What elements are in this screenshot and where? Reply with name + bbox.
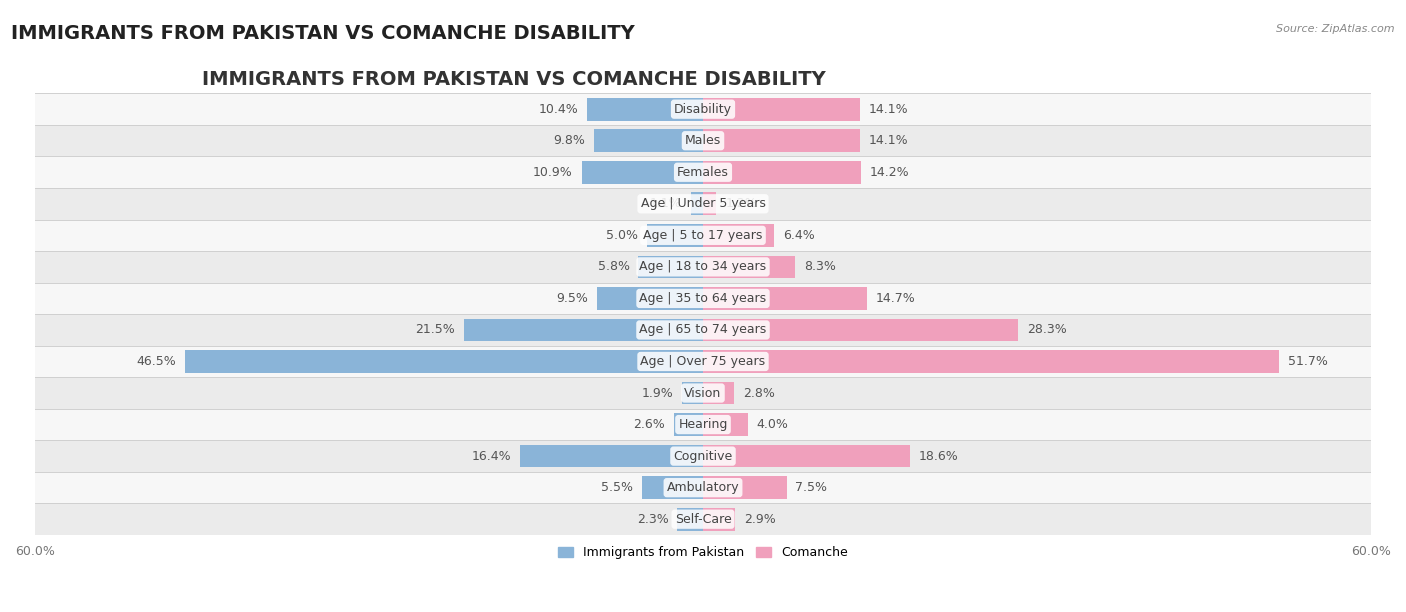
Text: 10.9%: 10.9% xyxy=(533,166,572,179)
Text: 5.8%: 5.8% xyxy=(598,260,630,274)
Bar xyxy=(520,445,703,468)
Text: 8.3%: 8.3% xyxy=(804,260,837,274)
Text: IMMIGRANTS FROM PAKISTAN VS COMANCHE DISABILITY: IMMIGRANTS FROM PAKISTAN VS COMANCHE DIS… xyxy=(202,70,825,89)
Text: 14.1%: 14.1% xyxy=(869,103,908,116)
Text: 5.5%: 5.5% xyxy=(600,481,633,494)
Text: 9.8%: 9.8% xyxy=(553,134,585,147)
Text: Age | Over 75 years: Age | Over 75 years xyxy=(641,355,765,368)
Bar xyxy=(35,94,1371,125)
Text: 28.3%: 28.3% xyxy=(1026,324,1067,337)
Text: 18.6%: 18.6% xyxy=(920,450,959,463)
Bar xyxy=(703,319,1018,341)
Text: Age | 65 to 74 years: Age | 65 to 74 years xyxy=(640,324,766,337)
Text: 2.9%: 2.9% xyxy=(744,513,776,526)
Bar xyxy=(35,441,1371,472)
Text: 51.7%: 51.7% xyxy=(1288,355,1327,368)
Text: 14.1%: 14.1% xyxy=(869,134,908,147)
Bar xyxy=(703,192,717,215)
Bar xyxy=(35,188,1371,220)
Text: 1.9%: 1.9% xyxy=(641,387,673,400)
Text: IMMIGRANTS FROM PAKISTAN VS COMANCHE DISABILITY: IMMIGRANTS FROM PAKISTAN VS COMANCHE DIS… xyxy=(11,24,636,43)
Text: Disability: Disability xyxy=(673,103,733,116)
Bar xyxy=(186,350,703,373)
Bar xyxy=(35,283,1371,314)
Text: 2.3%: 2.3% xyxy=(637,513,668,526)
Bar xyxy=(678,508,703,531)
Text: Females: Females xyxy=(678,166,728,179)
Bar xyxy=(35,220,1371,251)
Text: Source: ZipAtlas.com: Source: ZipAtlas.com xyxy=(1277,24,1395,34)
Bar xyxy=(647,224,703,247)
Bar xyxy=(641,476,703,499)
Bar xyxy=(703,382,734,405)
Text: 7.5%: 7.5% xyxy=(796,481,827,494)
Bar xyxy=(703,508,735,531)
Text: 21.5%: 21.5% xyxy=(415,324,454,337)
Bar xyxy=(35,409,1371,441)
Text: 14.7%: 14.7% xyxy=(876,292,915,305)
Text: 1.1%: 1.1% xyxy=(650,197,682,211)
Bar xyxy=(593,129,703,152)
Text: 1.2%: 1.2% xyxy=(725,197,756,211)
Bar xyxy=(35,377,1371,409)
Bar xyxy=(703,287,866,310)
Text: 4.0%: 4.0% xyxy=(756,418,789,431)
Bar xyxy=(35,251,1371,283)
Bar xyxy=(703,98,860,121)
Text: 10.4%: 10.4% xyxy=(538,103,578,116)
Text: 5.0%: 5.0% xyxy=(606,229,638,242)
Text: Self-Care: Self-Care xyxy=(675,513,731,526)
Bar xyxy=(703,350,1278,373)
Bar xyxy=(582,161,703,184)
Bar xyxy=(703,476,786,499)
Text: 2.6%: 2.6% xyxy=(633,418,665,431)
Text: 46.5%: 46.5% xyxy=(136,355,176,368)
Bar xyxy=(703,445,910,468)
Text: Age | 18 to 34 years: Age | 18 to 34 years xyxy=(640,260,766,274)
Bar xyxy=(35,346,1371,377)
Bar xyxy=(703,161,860,184)
Text: Age | Under 5 years: Age | Under 5 years xyxy=(641,197,765,211)
Text: Cognitive: Cognitive xyxy=(673,450,733,463)
Bar xyxy=(703,224,775,247)
Bar xyxy=(464,319,703,341)
Text: Ambulatory: Ambulatory xyxy=(666,481,740,494)
Bar xyxy=(35,314,1371,346)
Bar xyxy=(35,472,1371,504)
Bar xyxy=(35,504,1371,535)
Text: 16.4%: 16.4% xyxy=(472,450,512,463)
Bar xyxy=(690,192,703,215)
Text: Age | 35 to 64 years: Age | 35 to 64 years xyxy=(640,292,766,305)
Text: 14.2%: 14.2% xyxy=(870,166,910,179)
Bar xyxy=(703,413,748,436)
Legend: Immigrants from Pakistan, Comanche: Immigrants from Pakistan, Comanche xyxy=(553,541,853,564)
Bar xyxy=(35,157,1371,188)
Text: 9.5%: 9.5% xyxy=(557,292,588,305)
Bar xyxy=(35,125,1371,157)
Bar xyxy=(673,413,703,436)
Bar xyxy=(703,256,796,278)
Text: Males: Males xyxy=(685,134,721,147)
Text: 2.8%: 2.8% xyxy=(744,387,775,400)
Text: 6.4%: 6.4% xyxy=(783,229,815,242)
Text: Vision: Vision xyxy=(685,387,721,400)
Text: Age | 5 to 17 years: Age | 5 to 17 years xyxy=(644,229,762,242)
Bar xyxy=(588,98,703,121)
Bar xyxy=(638,256,703,278)
Bar xyxy=(703,129,860,152)
Bar xyxy=(682,382,703,405)
Text: Hearing: Hearing xyxy=(678,418,728,431)
Bar xyxy=(598,287,703,310)
